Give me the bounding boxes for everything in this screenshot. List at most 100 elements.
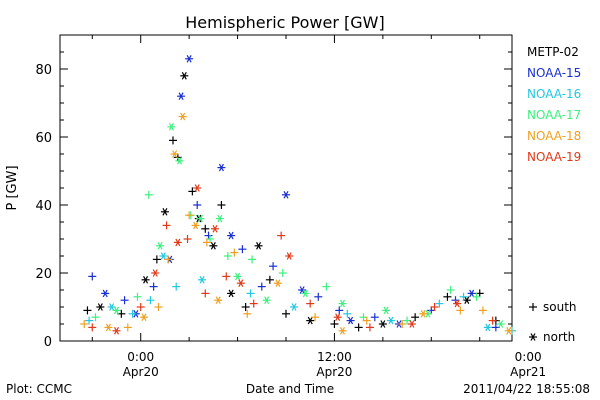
north-marker	[167, 123, 176, 131]
south-marker	[243, 309, 252, 318]
south-marker	[365, 323, 374, 332]
south-marker	[217, 201, 226, 209]
north-marker	[185, 55, 194, 63]
north-marker	[193, 184, 202, 192]
south-marker	[164, 255, 173, 264]
south-marker	[430, 303, 439, 311]
south-marker	[343, 309, 352, 318]
south-marker	[204, 231, 213, 240]
south-marker	[201, 224, 210, 233]
south-marker	[529, 303, 537, 311]
south-marker	[117, 309, 126, 318]
y-axis-ticks: 0 20 40 60 80	[35, 34, 512, 350]
south-marker	[202, 238, 211, 247]
north-marker	[290, 303, 299, 311]
north-marker	[407, 320, 416, 328]
south-marker	[149, 282, 158, 291]
south-marker	[314, 292, 323, 301]
north-marker	[378, 320, 387, 328]
north-marker	[180, 72, 189, 80]
south-marker	[278, 269, 287, 277]
legend-entry: NOAA-16	[527, 87, 581, 101]
north-marker	[198, 276, 207, 284]
y-tick-label: 80	[35, 63, 52, 78]
south-marker	[193, 201, 202, 209]
south-marker	[411, 313, 420, 322]
north-marker	[419, 310, 428, 318]
north-marker	[301, 289, 310, 298]
north-marker	[139, 313, 148, 321]
north-marker	[529, 333, 537, 341]
north-marker	[227, 289, 236, 298]
north-marker	[151, 269, 160, 277]
north-marker	[215, 214, 224, 223]
north-marker	[175, 157, 184, 165]
north-marker	[262, 296, 271, 304]
north-marker	[338, 327, 347, 335]
south-marker	[306, 299, 315, 308]
north-marker	[96, 303, 105, 311]
north-marker	[233, 272, 242, 281]
south-marker	[282, 309, 290, 318]
north-marker	[504, 327, 513, 335]
x-tick-time-label: 12:00	[317, 350, 352, 364]
south-marker	[277, 231, 286, 240]
north-marker	[210, 225, 219, 233]
south-marker	[88, 272, 97, 281]
north-marker	[196, 214, 205, 223]
north-marker	[236, 279, 245, 287]
south-marker	[146, 296, 155, 305]
south-marker	[120, 296, 129, 305]
x-tick-time-label: 0:00	[515, 350, 542, 364]
chart-title: Hemispheric Power [GW]	[185, 13, 384, 32]
north-marker	[191, 221, 200, 230]
north-marker	[112, 306, 121, 315]
south-marker	[248, 255, 257, 264]
south-marker	[169, 136, 177, 145]
north-marker	[160, 208, 169, 216]
south-marker	[403, 316, 412, 325]
north-marker	[141, 276, 150, 284]
north-marker	[214, 296, 223, 304]
south-marker	[330, 320, 339, 328]
legend-entry: METP-02	[527, 45, 579, 59]
north-marker	[273, 279, 282, 287]
north-marker	[282, 191, 290, 199]
south-marker	[362, 316, 371, 325]
x-axis-label: Date and Time	[246, 382, 334, 396]
north-marker	[346, 316, 355, 325]
north-marker	[178, 112, 187, 121]
x-tick-date-label: Apr20	[123, 365, 159, 379]
south-marker	[188, 187, 197, 196]
south-marker	[162, 221, 171, 230]
south-marker	[123, 323, 132, 332]
north-marker	[170, 150, 179, 158]
y-axis-label: P [GW]	[5, 165, 20, 210]
marker-legend: south north	[529, 300, 577, 344]
south-marker	[183, 235, 192, 243]
north-marker	[156, 242, 165, 250]
data-points	[80, 55, 516, 335]
south-marker	[265, 275, 274, 284]
x-axis-ticks: 0:00Apr2012:00Apr200:00Apr2112:00Apr210:…	[91, 35, 546, 379]
south-marker	[269, 262, 278, 271]
north-marker	[112, 327, 121, 335]
north-marker	[209, 242, 218, 250]
south-marker	[80, 320, 89, 328]
plot-frame	[59, 34, 513, 342]
south-marker	[152, 255, 161, 264]
north-marker	[254, 242, 263, 250]
north-marker	[453, 299, 462, 308]
y-tick-label: 20	[35, 267, 52, 282]
south-marker	[488, 316, 497, 325]
south-marker	[144, 190, 153, 199]
north-marker	[285, 252, 294, 260]
south-marker	[246, 289, 255, 298]
series-legend: METP-02 NOAA-15 NOAA-16 NOAA-17 NOAA-18 NOAA-…	[527, 45, 581, 164]
x-tick-date-label: Apr20	[316, 365, 352, 379]
south-marker	[128, 309, 137, 318]
plot-credit: Plot: CCMC	[6, 382, 72, 396]
north-marker	[382, 306, 391, 315]
legend-entry: NOAA-18	[527, 129, 581, 143]
